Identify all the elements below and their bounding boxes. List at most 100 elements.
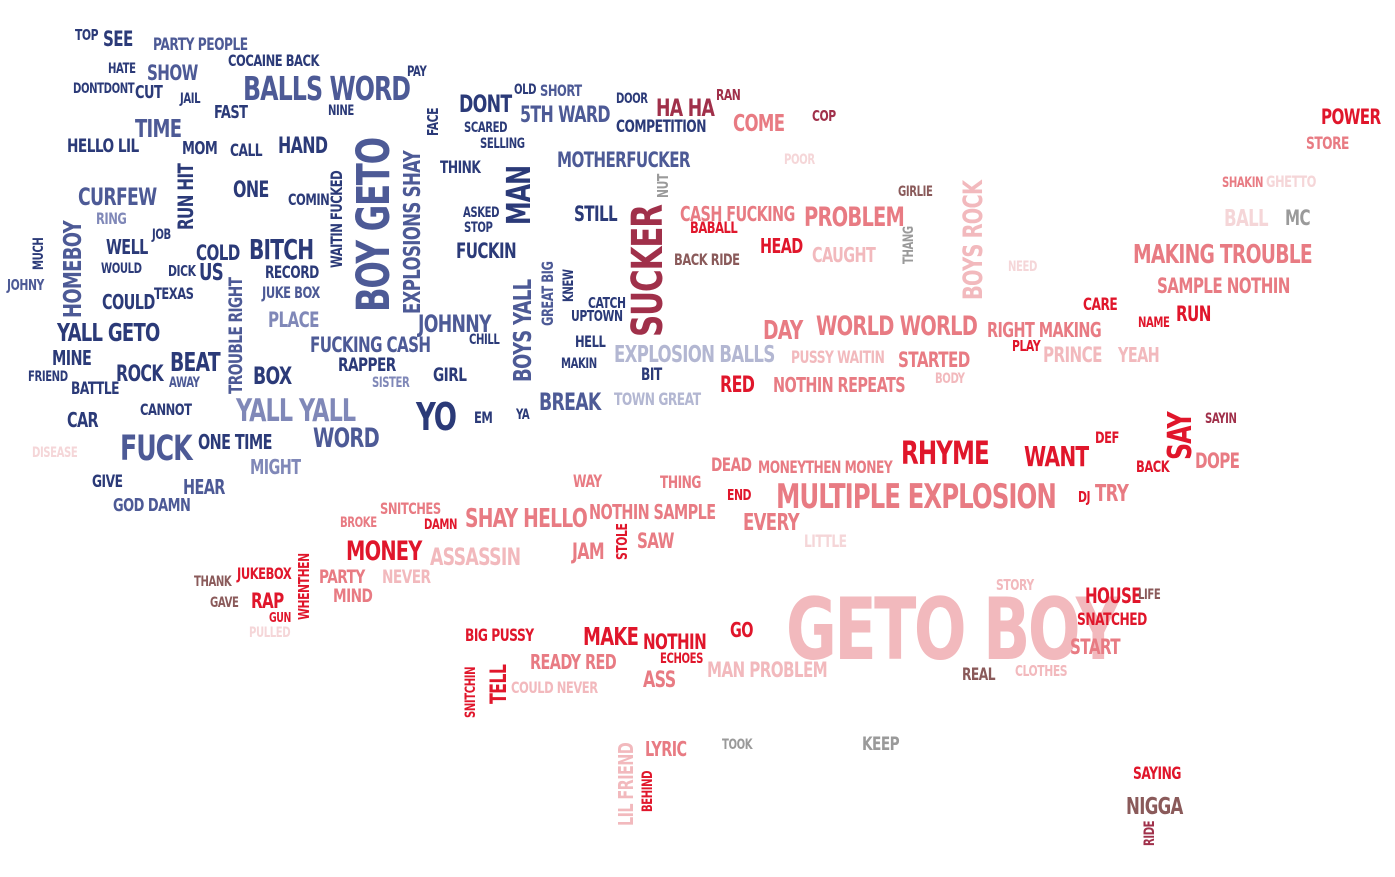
word: RED <box>720 373 755 398</box>
word: END <box>727 486 752 504</box>
word: SHORT <box>540 81 582 100</box>
word: GREAT BIG <box>538 261 557 326</box>
word: COULD <box>102 290 155 314</box>
word: DONTDONT <box>73 81 135 97</box>
word: JUKE BOX <box>262 283 320 302</box>
word: NEVER <box>382 566 431 588</box>
word: SCARED <box>464 120 508 136</box>
word: POOR <box>784 152 815 168</box>
word: BREAK <box>539 388 601 416</box>
word: JOHNY <box>7 276 44 294</box>
word: PLAY <box>1012 337 1041 355</box>
word: TIME <box>135 114 182 143</box>
word: BITCH <box>249 233 314 266</box>
word: MAKIN <box>561 356 597 372</box>
word: PRINCE <box>1043 343 1102 367</box>
word: UPTOWN <box>571 307 623 325</box>
word: THING <box>660 473 701 493</box>
word: AWAY <box>169 375 200 391</box>
word: SAYIN <box>1205 411 1237 427</box>
word: THANG <box>901 226 917 264</box>
word: RING <box>96 209 127 228</box>
word: BOY GETO <box>347 138 400 312</box>
word: SNITCHIN <box>463 666 479 718</box>
word: PARTY <box>319 566 365 588</box>
word: MAN <box>499 165 538 225</box>
word: TELL <box>487 664 512 704</box>
word: HELLO LIL <box>67 135 139 157</box>
word: THANK <box>194 574 232 590</box>
word: WELL <box>106 235 148 259</box>
word: DISEASE <box>32 445 78 461</box>
word: JOB <box>152 227 171 243</box>
word: START <box>1070 635 1121 659</box>
word: CASH FUCKING <box>680 202 795 226</box>
word: NEED <box>1008 259 1037 275</box>
word: WOULD <box>101 261 142 277</box>
word: MAN PROBLEM <box>707 658 828 682</box>
word: CAUGHT <box>812 243 876 267</box>
word: SUCKER <box>623 205 673 337</box>
word: EXPLOSIONS SHAY <box>400 150 426 314</box>
word: COLD <box>196 241 240 265</box>
word: YALL YALL <box>236 393 356 429</box>
word: MINE <box>52 346 92 370</box>
word: MIND <box>333 585 373 607</box>
word: BATTLE <box>71 379 120 399</box>
word: WANT <box>1024 440 1089 473</box>
word: HAND <box>278 134 328 159</box>
word: GAVE <box>210 595 239 611</box>
word: COCAINE BACK <box>228 51 319 70</box>
word: COMPETITION <box>616 117 706 137</box>
word: STARTED <box>898 348 970 372</box>
word: GIRL <box>433 364 467 386</box>
word: STORY <box>996 576 1034 594</box>
word: BODY <box>935 371 965 387</box>
word: READY RED <box>530 650 617 674</box>
word: WORD <box>313 423 380 454</box>
word: YO <box>416 395 457 439</box>
word: CLOTHES <box>1015 662 1068 680</box>
word: FUCK <box>120 429 193 469</box>
word: COME <box>733 111 785 137</box>
word: HEAR <box>183 475 225 499</box>
word: RUN HIT <box>174 163 198 230</box>
word: TROUBLE RIGHT <box>225 277 247 394</box>
word: DJ <box>1078 488 1091 506</box>
word: WORLD WORLD <box>816 311 978 342</box>
word: GHETTO <box>1266 172 1316 191</box>
word: TRY <box>1095 481 1129 507</box>
word: POWER <box>1321 105 1381 129</box>
word: SHAKIN <box>1222 175 1264 191</box>
word: LYRIC <box>645 737 687 761</box>
word: HOUSE <box>1085 584 1142 608</box>
word: BOX <box>253 362 292 390</box>
word: MIGHT <box>250 455 301 479</box>
word: DAMN <box>424 517 458 533</box>
word: BOYS YALL <box>508 279 537 382</box>
word: CAR <box>67 408 99 432</box>
word: KEEP <box>862 733 900 755</box>
word: BIG PUSSY <box>465 626 534 646</box>
word: SNATCHED <box>1077 610 1147 630</box>
word: SNITCHES <box>380 499 441 518</box>
word: US <box>199 260 224 286</box>
word: THINK <box>440 158 481 178</box>
word: DEAD <box>711 454 752 476</box>
word: CUT <box>135 82 163 103</box>
word: TOOK <box>722 737 753 753</box>
word: HOMEBOY <box>58 221 87 318</box>
word: BROKE <box>340 515 377 531</box>
word: SHOW <box>147 61 198 85</box>
word: ONE TIME <box>198 430 272 454</box>
word: MUCH <box>31 237 47 270</box>
word: NAME <box>1138 315 1170 331</box>
word: MAKING TROUBLE <box>1133 240 1313 270</box>
word: JUKEBOX <box>237 564 292 583</box>
word: ECHOES <box>660 651 704 667</box>
word: SHAY HELLO <box>465 504 588 534</box>
word: ONE <box>233 178 269 203</box>
word: ASS <box>643 668 676 693</box>
word: MAKE <box>583 622 639 651</box>
